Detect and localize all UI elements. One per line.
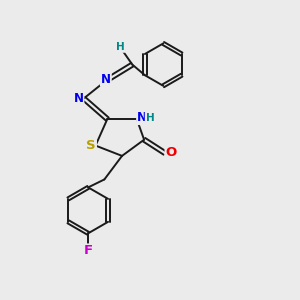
Text: H: H [116,42,125,52]
Text: N: N [74,92,83,105]
Text: N: N [137,111,147,124]
Text: S: S [86,139,96,152]
Text: H: H [146,112,154,123]
Text: F: F [84,244,93,257]
Text: O: O [166,146,177,159]
Text: N: N [101,73,111,86]
